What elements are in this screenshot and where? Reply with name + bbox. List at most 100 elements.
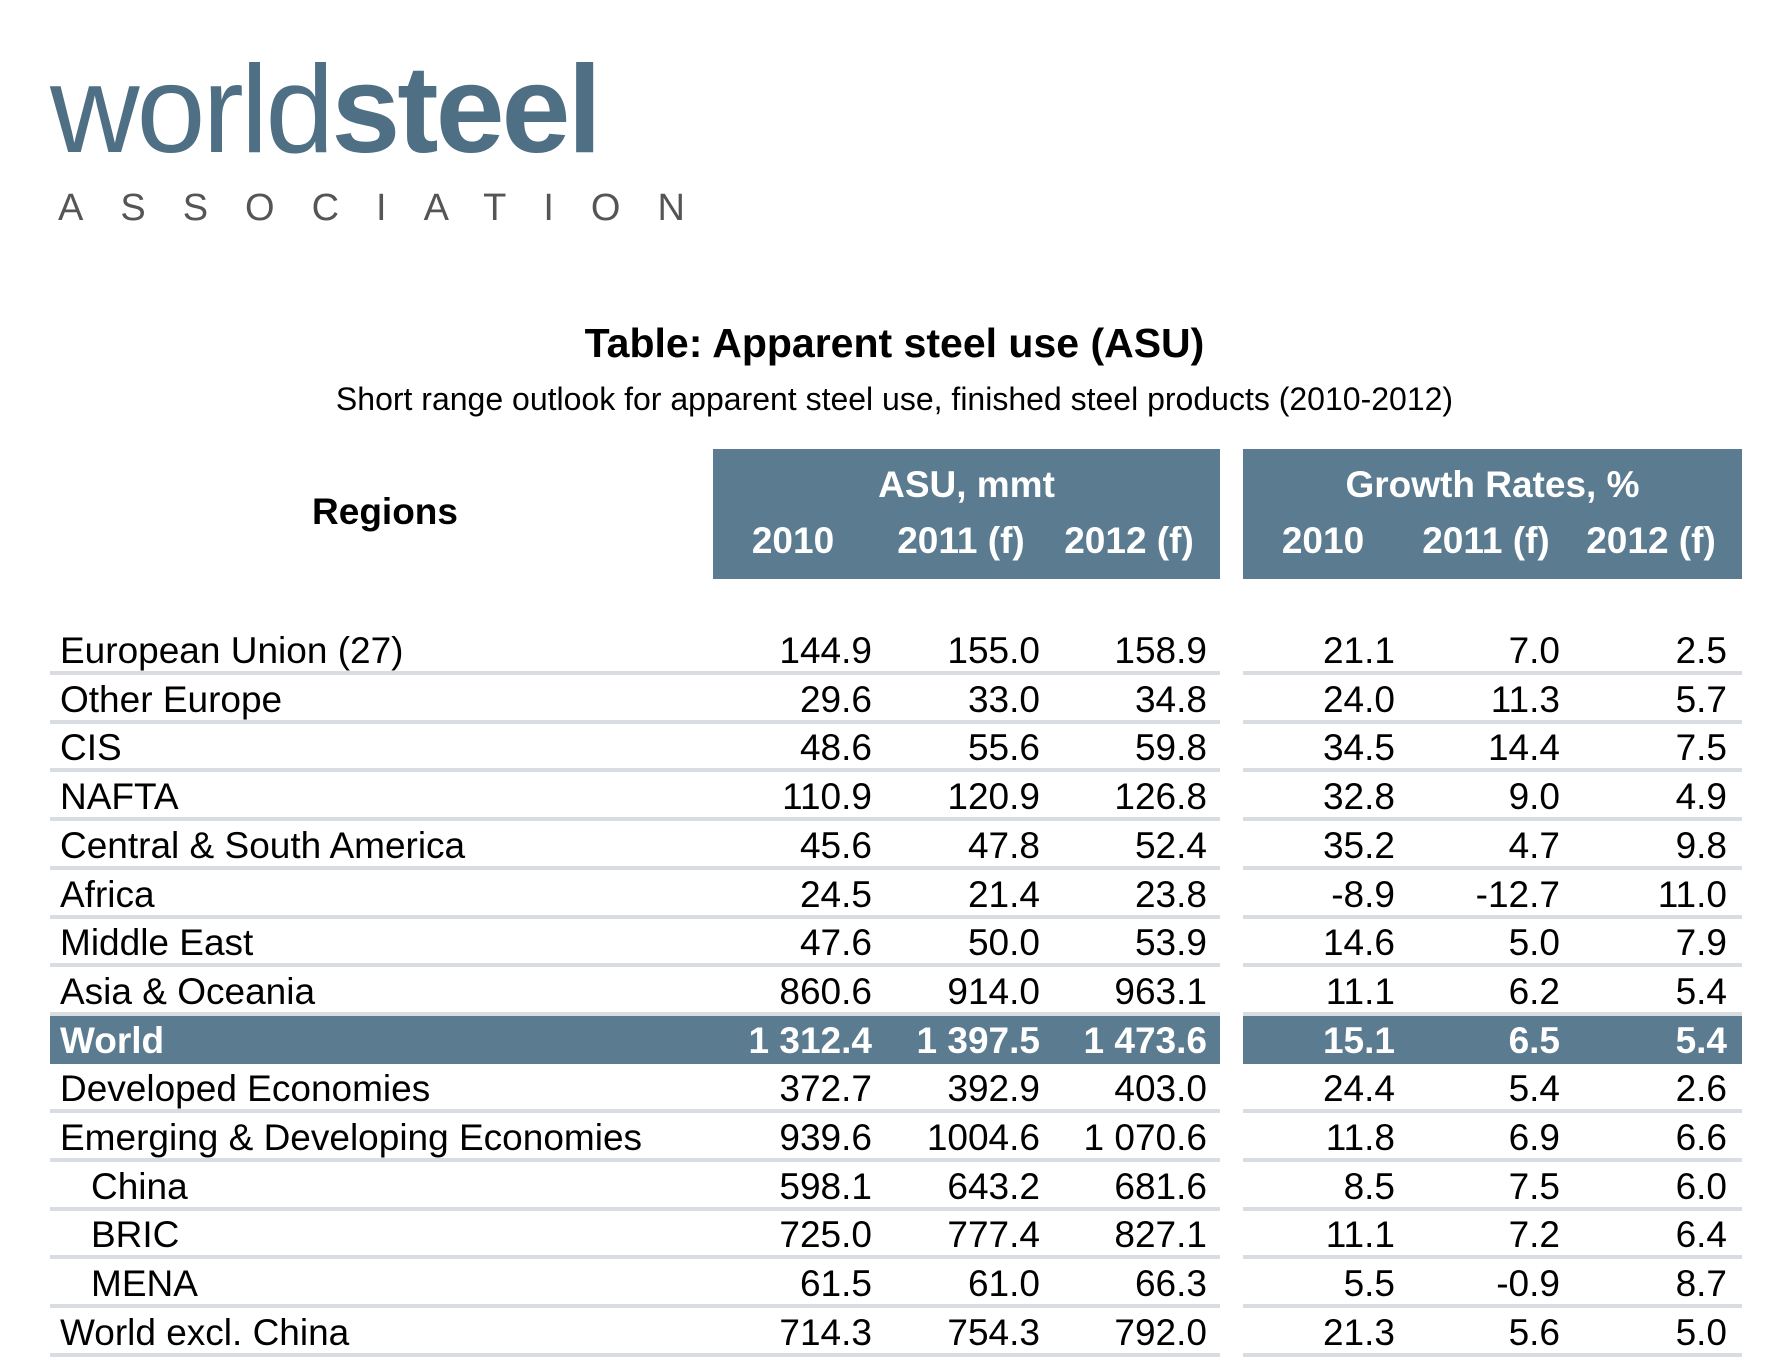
row-divider bbox=[50, 817, 1220, 821]
asu-value: 66.3 bbox=[1134, 1263, 1207, 1304]
row-divider bbox=[50, 1012, 1220, 1016]
growth-value: 5.6 bbox=[1508, 1312, 1560, 1353]
logo-association: ASSOCIATION bbox=[58, 187, 722, 229]
asu-value: 61.0 bbox=[967, 1263, 1040, 1304]
growth-value: 4.7 bbox=[1508, 825, 1560, 866]
logo-word-steel: steel bbox=[331, 41, 602, 179]
row-divider bbox=[1243, 768, 1742, 772]
growth-value: -0.9 bbox=[1496, 1263, 1560, 1304]
asu-value: 47.8 bbox=[967, 825, 1040, 866]
row-divider bbox=[50, 671, 1220, 675]
table-row: CIS 48.6 55.6 59.8 34.5 14.4 7.5 bbox=[0, 723, 1789, 772]
growth-value: 35.2 bbox=[1322, 825, 1395, 866]
asu-value: 34.8 bbox=[1134, 679, 1207, 720]
table-row: World 1 312.4 1 397.5 1 473.6 15.1 6.5 5.4 bbox=[0, 1016, 1789, 1065]
table-row: Developed Economies 372.7 392.9 403.0 24.4 5.… bbox=[0, 1064, 1789, 1113]
growth-value: 6.2 bbox=[1508, 971, 1560, 1012]
growth-year-2010: 2010 bbox=[1281, 520, 1365, 561]
table-row: Africa 24.5 21.4 23.8 -8.9 -12.7 11.0 bbox=[0, 870, 1789, 919]
growth-value: 11.8 bbox=[1325, 1117, 1395, 1158]
growth-value: 14.4 bbox=[1487, 727, 1560, 768]
growth-value: 21.3 bbox=[1322, 1312, 1395, 1353]
growth-value: 32.8 bbox=[1322, 776, 1395, 817]
asu-year-2012: 2012 (f) bbox=[1064, 520, 1194, 561]
growth-value: 21.1 bbox=[1322, 630, 1395, 671]
row-divider bbox=[50, 768, 1220, 772]
growth-value: 24.0 bbox=[1322, 679, 1395, 720]
asu-value: 52.4 bbox=[1134, 825, 1207, 866]
region-name: Africa bbox=[60, 874, 155, 915]
growth-value: 5.5 bbox=[1343, 1263, 1395, 1304]
growth-value: 9.8 bbox=[1675, 825, 1727, 866]
asu-value: 392.9 bbox=[947, 1068, 1040, 1109]
asu-year-2011: 2011 (f) bbox=[897, 520, 1025, 561]
row-divider bbox=[50, 963, 1220, 967]
row-divider bbox=[50, 915, 1220, 919]
region-name: BRIC bbox=[91, 1214, 180, 1255]
row-divider bbox=[50, 1255, 1220, 1259]
region-name: World excl. China bbox=[60, 1312, 350, 1353]
asu-value: 643.2 bbox=[947, 1166, 1040, 1207]
row-divider bbox=[50, 720, 1220, 724]
row-divider bbox=[1243, 1353, 1742, 1357]
asu-value: 963.1 bbox=[1114, 971, 1207, 1012]
growth-value: 7.9 bbox=[1675, 922, 1727, 963]
growth-value: 5.4 bbox=[1675, 971, 1727, 1012]
row-divider bbox=[1243, 1012, 1742, 1016]
growth-value: 5.0 bbox=[1675, 1312, 1727, 1353]
asu-value: 45.6 bbox=[799, 825, 872, 866]
worldsteel-logo: worldsteel ASSOCIATION bbox=[50, 40, 700, 228]
asu-value: 158.9 bbox=[1114, 630, 1207, 671]
asu-value: 126.8 bbox=[1114, 776, 1207, 817]
asu-value: 24.5 bbox=[799, 874, 872, 915]
table-row: Central & South America 45.6 47.8 52.4 35.2 4… bbox=[0, 821, 1789, 870]
asu-value: 21.4 bbox=[967, 874, 1040, 915]
asu-value: 29.6 bbox=[799, 679, 872, 720]
row-divider bbox=[1243, 915, 1742, 919]
region-name: CIS bbox=[60, 727, 122, 768]
asu-value: 777.4 bbox=[947, 1214, 1040, 1255]
region-name: NAFTA bbox=[60, 776, 179, 817]
growth-value: 11.1 bbox=[1325, 1214, 1395, 1255]
world-row-bg-asu bbox=[50, 1016, 1220, 1064]
table-row: MENA 61.5 61.0 66.3 5.5 -0.9 8.7 bbox=[0, 1259, 1789, 1308]
growth-value: 14.6 bbox=[1322, 922, 1395, 963]
region-name: Central & South America bbox=[60, 825, 466, 866]
world-row-bg-growth bbox=[1243, 1016, 1742, 1064]
region-name: Developed Economies bbox=[60, 1068, 431, 1109]
row-divider bbox=[50, 1353, 1220, 1357]
table-row: China 598.1 643.2 681.6 8.5 7.5 6.0 bbox=[0, 1162, 1789, 1211]
table-row: World excl. China 714.3 754.3 792.0 21.3 5.6 5… bbox=[0, 1308, 1789, 1357]
growth-group-label: Growth Rates, % bbox=[1345, 464, 1640, 505]
asu-value: 1 397.5 bbox=[916, 1020, 1040, 1061]
growth-value: 2.5 bbox=[1675, 630, 1727, 671]
region-name: Middle East bbox=[60, 922, 254, 963]
asu-value: 681.6 bbox=[1114, 1166, 1207, 1207]
table-title: Table: Apparent steel use (ASU) bbox=[584, 320, 1205, 366]
asu-value: 725.0 bbox=[779, 1214, 872, 1255]
asu-value: 23.8 bbox=[1134, 874, 1207, 915]
asu-value: 155.0 bbox=[947, 630, 1040, 671]
table-row: BRIC 725.0 777.4 827.1 11.1 7.2 6.4 bbox=[0, 1210, 1789, 1259]
growth-header: Growth Rates, % 2010 2011 (f) 2012 (f) bbox=[1243, 449, 1742, 579]
growth-value: 7.2 bbox=[1508, 1214, 1560, 1255]
asu-value: 120.9 bbox=[947, 776, 1040, 817]
table-row: Other Europe 29.6 33.0 34.8 24.0 11.3 5.7 bbox=[0, 675, 1789, 724]
asu-value: 50.0 bbox=[967, 922, 1040, 963]
growth-value: 6.5 bbox=[1508, 1020, 1560, 1061]
growth-year-2011: 2011 (f) bbox=[1422, 520, 1550, 561]
row-divider bbox=[1243, 1109, 1742, 1113]
asu-value: 33.0 bbox=[967, 679, 1040, 720]
table-row: Middle East 47.6 50.0 53.9 14.6 5.0 7.9 bbox=[0, 918, 1789, 967]
table-row: Emerging & Developing Economies 939.6 1004… bbox=[0, 1113, 1789, 1162]
asu-value: 827.1 bbox=[1114, 1214, 1207, 1255]
growth-value: 5.0 bbox=[1508, 922, 1560, 963]
growth-value: 7.5 bbox=[1508, 1166, 1560, 1207]
growth-value: 7.0 bbox=[1508, 630, 1560, 671]
row-divider bbox=[1243, 671, 1742, 675]
growth-year-2012: 2012 (f) bbox=[1586, 520, 1716, 561]
table-row: Asia & Oceania 860.6 914.0 963.1 11.1 6.2 5.4 bbox=[0, 967, 1789, 1016]
region-name: European Union (27) bbox=[60, 630, 404, 671]
region-name: Other Europe bbox=[60, 679, 283, 720]
table-subtitle: Short range outlook for apparent steel u… bbox=[335, 381, 1454, 417]
